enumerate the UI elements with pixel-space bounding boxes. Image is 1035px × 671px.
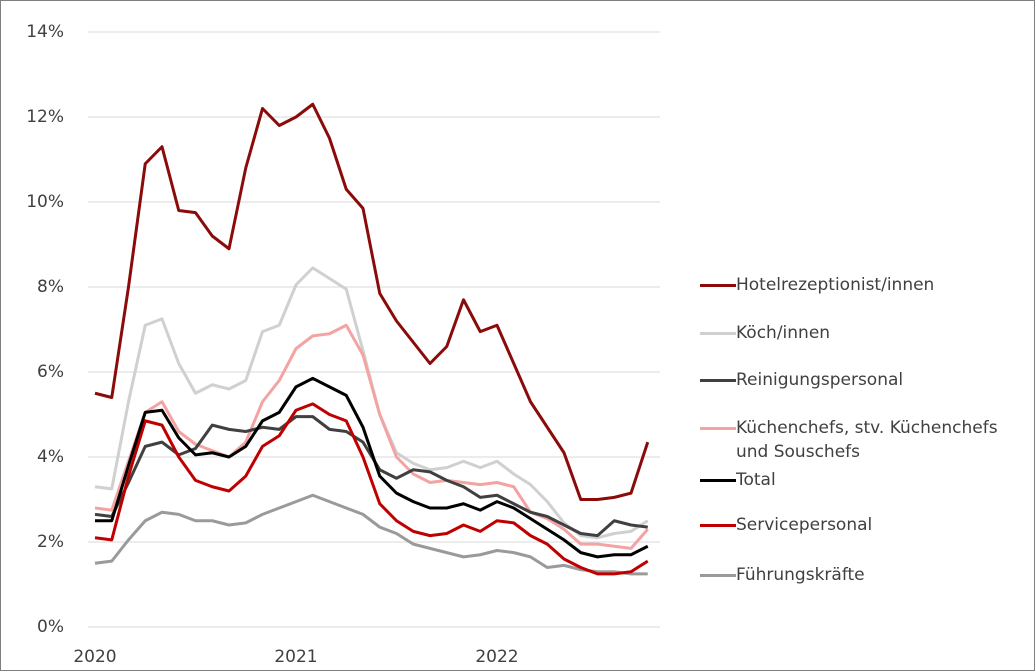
y-tick-label: 10% [26,192,64,212]
series-line [95,376,649,559]
legend-item: Küchenchefs, stv. Küchenchefs und Sousch… [700,416,1030,464]
legend-swatch [700,379,736,382]
series-line [94,266,649,540]
series-line [94,102,650,501]
y-tick-label: 0% [37,617,64,637]
legend-label: Hotelrezeptionist/innen [736,275,935,295]
x-tick-label: 2021 [274,647,317,667]
legend-item: Führungskräfte [700,563,1030,587]
legend-label: Servicepersonal [736,515,873,535]
legend-swatch [700,284,736,287]
legend-item: Reinigungspersonal [700,368,1030,392]
legend-item: Total [700,468,1030,492]
legend-item: Hotelrezeptionist/innen [700,273,1030,297]
series-line [94,493,648,576]
series-line [94,402,649,576]
legend-label: Köch/innen [736,323,831,343]
legend-swatch [700,574,736,577]
y-tick-label: 6% [37,362,64,382]
y-tick-label: 2% [37,532,64,552]
legend-label: Führungskräfte [736,565,865,585]
legend-label: Reinigungspersonal [736,370,904,390]
legend-swatch [700,524,736,527]
legend-item: Köch/innen [700,321,1030,345]
legend-swatch [700,427,736,430]
y-tick-label: 12% [26,107,64,127]
legend-item: Servicepersonal [700,513,1030,537]
series-line [94,323,649,550]
legend-swatch [700,332,736,335]
legend-label: Total [736,470,776,490]
legend-swatch [700,479,736,482]
legend-label: Küchenchefs, stv. Küchenchefs und Sousch… [736,418,998,462]
x-tick-label: 2022 [475,647,518,667]
y-tick-label: 4% [37,447,64,467]
x-tick-label: 2020 [73,647,116,667]
y-tick-label: 8% [37,277,64,297]
y-tick-label: 14% [26,22,64,42]
